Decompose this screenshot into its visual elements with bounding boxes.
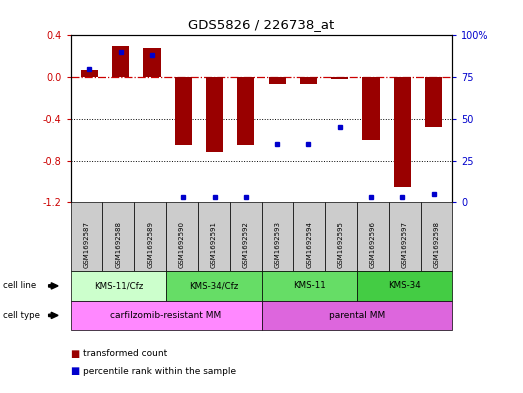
- Text: cell line: cell line: [3, 281, 36, 290]
- Text: GSM1692597: GSM1692597: [402, 221, 407, 268]
- Bar: [268, 77, 286, 84]
- Text: GSM1692589: GSM1692589: [147, 221, 153, 268]
- Bar: [300, 77, 317, 84]
- Text: KMS-34: KMS-34: [388, 281, 421, 290]
- Bar: [175, 77, 192, 145]
- Text: percentile rank within the sample: percentile rank within the sample: [83, 367, 236, 376]
- Text: transformed count: transformed count: [83, 349, 167, 358]
- Text: KMS-11: KMS-11: [293, 281, 326, 290]
- Text: GSM1692594: GSM1692594: [306, 221, 312, 268]
- Text: carfilzomib-resistant MM: carfilzomib-resistant MM: [110, 311, 222, 320]
- Text: GSM1692595: GSM1692595: [338, 221, 344, 268]
- Text: GSM1692591: GSM1692591: [211, 221, 217, 268]
- Text: GSM1692587: GSM1692587: [84, 221, 89, 268]
- Text: GSM1692596: GSM1692596: [370, 221, 376, 268]
- Text: cell type: cell type: [3, 311, 40, 320]
- Text: ■: ■: [71, 366, 80, 376]
- Bar: [362, 77, 380, 140]
- Text: KMS-11/Cfz: KMS-11/Cfz: [94, 281, 143, 290]
- Text: GSM1692593: GSM1692593: [275, 221, 280, 268]
- Text: GDS5826 / 226738_at: GDS5826 / 226738_at: [188, 18, 335, 31]
- Bar: [331, 77, 348, 79]
- Text: GSM1692590: GSM1692590: [179, 221, 185, 268]
- Bar: [425, 77, 442, 127]
- Text: ■: ■: [71, 349, 80, 359]
- Bar: [206, 77, 223, 152]
- Text: KMS-34/Cfz: KMS-34/Cfz: [189, 281, 238, 290]
- Bar: [394, 77, 411, 187]
- Text: GSM1692588: GSM1692588: [116, 221, 121, 268]
- Bar: [237, 77, 255, 145]
- Bar: [112, 46, 129, 77]
- Text: GSM1692598: GSM1692598: [434, 221, 439, 268]
- Bar: [143, 48, 161, 77]
- Text: parental MM: parental MM: [329, 311, 385, 320]
- Bar: [81, 70, 98, 77]
- Text: GSM1692592: GSM1692592: [243, 221, 248, 268]
